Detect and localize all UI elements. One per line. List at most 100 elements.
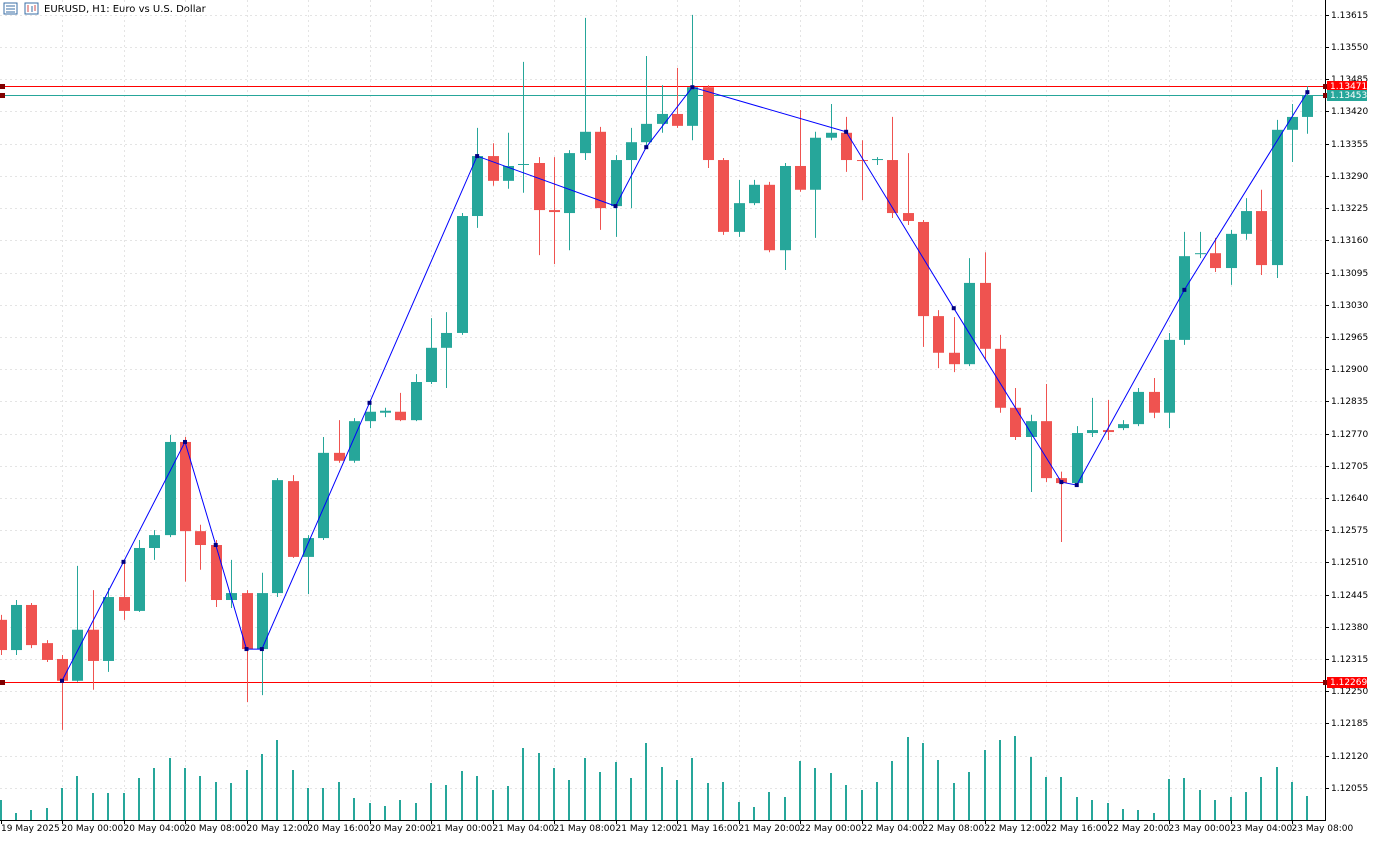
candle-body [549,210,560,213]
y-tick-label: 1.12705 [1331,462,1368,472]
candle-body [334,452,345,461]
candle-body [595,131,606,209]
candle-body [1118,424,1129,429]
candle-body [1010,407,1021,438]
price-line-handle [0,680,5,685]
candle-body [42,643,53,660]
volume-bar [891,761,893,820]
volume-bar [922,743,924,820]
volume-bar [384,806,386,820]
candle-body [1272,129,1283,266]
candle-body [503,165,514,181]
candle-body [672,113,683,126]
volume-bar [1183,778,1185,820]
volume-bar [1230,797,1232,820]
price-label-box [1327,90,1367,101]
candle-body [0,619,7,651]
volume-bar [138,778,140,820]
candle-body [165,441,176,536]
candle-body [903,213,914,221]
candle-body [564,153,575,214]
y-tick-label: 1.12250 [1331,687,1368,697]
y-tick-label: 1.12445 [1331,591,1368,601]
volume-bar [691,758,693,820]
zigzag-point [475,154,480,159]
volume-bar [861,790,863,820]
zigzag-point [244,647,249,652]
y-tick-label: 1.13550 [1331,43,1368,53]
x-tick-label: 19 May 2025 [1,824,60,834]
volume-bar [461,771,463,820]
y-tick-label: 1.12055 [1331,784,1368,794]
volume-bar [799,761,801,820]
zigzag-point [644,145,649,150]
volume-bar [568,780,570,820]
candle-body [626,142,637,161]
volume-bar [645,743,647,820]
volume-bar [1076,797,1078,820]
volume-bar [353,798,355,820]
candle-body [1195,253,1206,255]
volume-bar [1045,777,1047,820]
candle-body [457,216,468,333]
candle-body [518,164,529,165]
x-tick-label: 22 May 04:00 [862,824,924,834]
y-tick-label: 1.13485 [1331,75,1368,85]
volume-bar [307,788,309,820]
candle-body [657,113,668,124]
volume-bar [968,772,970,820]
y-tick-label: 1.13290 [1331,172,1368,182]
candle-body [303,538,314,557]
candle-body [1302,95,1313,117]
volume-bar [445,785,447,820]
zigzag-point [1305,90,1310,95]
chart-title: EURUSD, H1: Euro vs U.S. Dollar [44,4,207,15]
volume-bar [107,793,109,820]
candle-body [349,421,360,461]
title-icons [3,2,39,15]
candle-body [134,547,145,611]
volume-bar [1291,782,1293,820]
volume-bar [199,776,201,820]
candle-body [718,160,729,232]
zigzag-point [183,439,187,444]
volume-bar [584,758,586,820]
volume-bar [984,750,986,820]
candle-body [1087,430,1098,434]
price-label-box [1327,81,1367,92]
zigzag-point [844,129,849,134]
volume-bar [999,740,1001,820]
zigzag-point [1074,483,1079,488]
volume-bar [707,783,709,820]
price-line-handle [1323,93,1328,98]
volume-bar [1122,809,1124,820]
volume-bar [476,776,478,820]
price-line-handle [0,84,5,89]
x-tick-label: 22 May 20:00 [1108,824,1170,834]
candle-body [872,159,883,161]
volume-bar [507,786,509,820]
candle-body [611,160,622,207]
volume-bar [738,802,740,820]
candle-body [180,441,191,532]
candle-body [826,132,837,138]
zigzag-point [690,85,695,90]
x-tick-label: 20 May 04:00 [124,824,186,834]
volume-bar [1137,810,1139,820]
price-line-handle [1323,680,1328,685]
candle-body [380,410,391,413]
volume-bar [753,807,755,820]
volume-bar [322,788,324,820]
candle-body [318,452,329,539]
candle-body [441,332,452,348]
x-tick-label: 23 May 04:00 [1231,824,1293,834]
x-tick-label: 21 May 12:00 [616,824,678,834]
candle-body [857,160,868,162]
candle-body [1226,233,1237,269]
x-tick-label: 21 May 08:00 [554,824,616,834]
x-tick-label: 20 May 12:00 [247,824,309,834]
volume-bar [92,793,94,820]
zigzag-point [367,400,372,405]
price-label-box [1327,677,1367,688]
